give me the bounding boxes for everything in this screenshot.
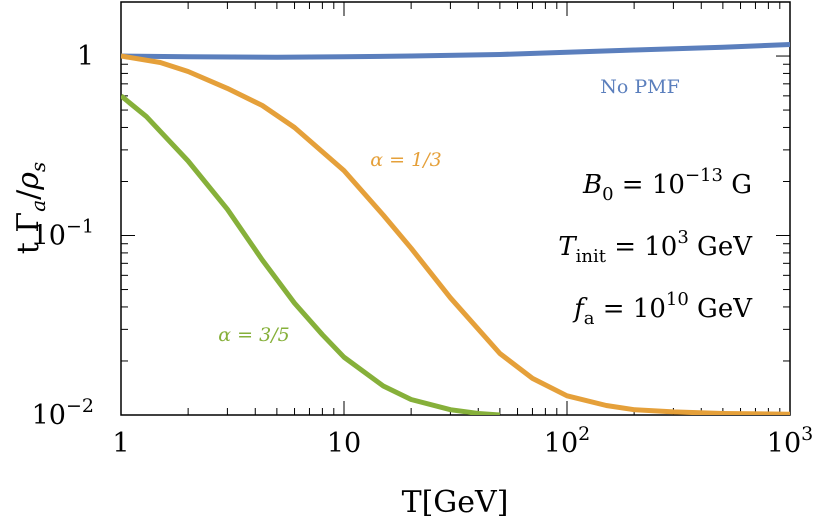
svg-text:t Γa/ρs: t Γa/ρs (11, 162, 50, 254)
y-axis-title: t Γa/ρs (11, 162, 50, 254)
series-layer (121, 42, 790, 415)
x-tick-label: 1 (112, 428, 129, 459)
y-tick-label: 10−2 (32, 395, 94, 431)
series-line-1 (121, 53, 790, 415)
x-tick-label: 103 (767, 423, 813, 459)
x-tick-label: 102 (544, 423, 590, 459)
series-line-2 (121, 93, 501, 415)
series-line-0 (121, 42, 790, 60)
series-label-alpha-3-5: α = 3/5 (218, 324, 289, 346)
parameter-block: B0 = 10−13 G Tinit = 103 GeV fa = 1010 GeV (558, 165, 753, 329)
minor-ticks (120, 1, 790, 416)
y-tick-label: 1 (77, 41, 94, 72)
parameter-line: fa = 1010 GeV (572, 289, 753, 329)
x-tick-label: 10 (327, 428, 361, 459)
parameter-line: Tinit = 103 GeV (558, 227, 753, 267)
parameter-line: B0 = 10−13 G (582, 165, 752, 205)
x-axis-title: T[GeV] (402, 485, 509, 520)
plot-frame (120, 1, 791, 416)
series-label-no-pmf: No PMF (600, 76, 680, 98)
series-label-alpha-1-3: α = 1/3 (370, 149, 441, 171)
